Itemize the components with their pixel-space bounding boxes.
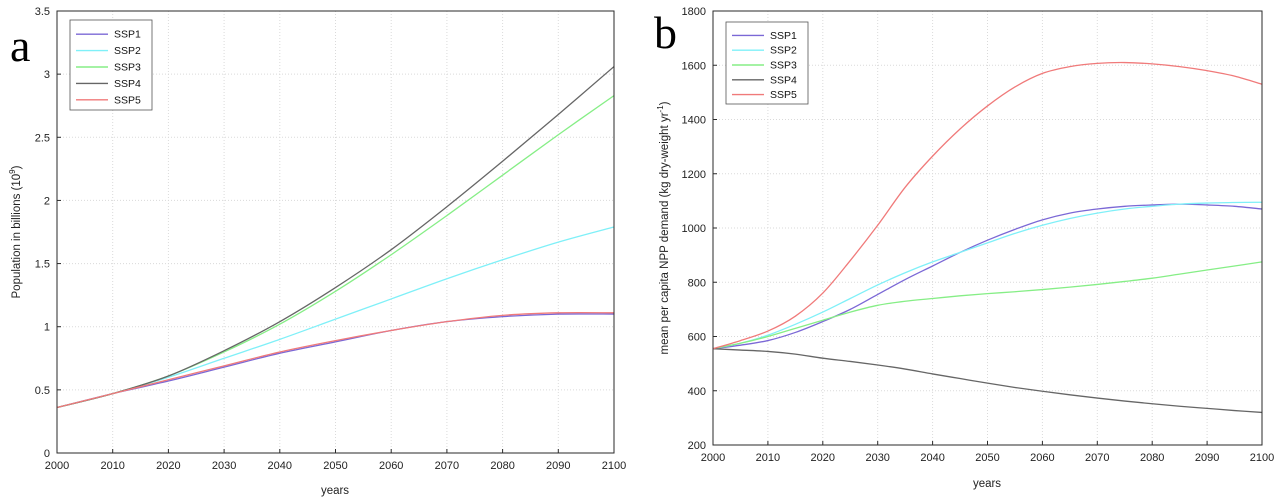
y-axis-label: Population in billions (109)	[8, 165, 23, 298]
y-tick-label: 2	[44, 195, 50, 207]
x-tick-label: 2020	[811, 452, 835, 464]
legend-label-ssp2: SSP2	[114, 45, 141, 57]
y-tick-label: 1.5	[35, 259, 50, 271]
x-tick-label: 2030	[212, 460, 236, 472]
y-tick-label: 1600	[682, 60, 706, 72]
x-tick-label: 2050	[975, 452, 999, 464]
legend-box	[69, 19, 153, 111]
x-axis-label: years	[321, 485, 349, 497]
y-tick-label: 200	[688, 440, 706, 452]
y-tick-labels: 200 400 600 800 1000 1200 1400 1600 1800	[682, 6, 717, 452]
x-tick-label: 2010	[100, 460, 124, 472]
y-tick-label: 600	[688, 332, 706, 344]
x-tick-label: 2030	[865, 452, 889, 464]
panel-letter-a: a	[10, 20, 30, 71]
x-tick-label: 2010	[756, 452, 780, 464]
x-axis-label: years	[973, 478, 1001, 490]
legend-label-ssp4: SSP4	[114, 78, 141, 90]
panel-letter-b: b	[654, 7, 677, 58]
series-line-ssp2	[712, 201, 1263, 350]
panel-a-population-chart: 2000 2010 2020 2030 2040 2050 2060 2070 2080 2090…	[8, 6, 626, 497]
series-lines	[712, 61, 1263, 414]
y-axis-label: mean per capita NPP demand (kg dry-weigh…	[656, 101, 671, 354]
series-line-ssp5	[712, 61, 1263, 350]
x-tick-labels: 2000 2010 2020 2030 2040 2050 2060 2070 2080 2090…	[45, 449, 626, 472]
series-line-ssp4	[56, 66, 615, 409]
panel-b-npp-demand-chart: 2000 2010 2020 2030 2040 2050 2060 2070 2080 2090…	[654, 6, 1274, 490]
x-tick-label: 2090	[1195, 452, 1219, 464]
y-tick-label: 1	[44, 322, 50, 334]
x-tick-label: 2090	[546, 460, 570, 472]
y-tick-label: 0.5	[35, 385, 50, 397]
x-tick-label: 2050	[323, 460, 347, 472]
x-tick-label: 2040	[920, 452, 944, 464]
legend-label-ssp4: SSP4	[770, 74, 797, 86]
y-tick-label: 2.5	[35, 132, 50, 144]
y-tick-label: 3.5	[35, 6, 50, 18]
y-tick-label: 800	[688, 277, 706, 289]
y-tick-label: 1200	[682, 169, 706, 181]
x-tick-label: 2060	[1030, 452, 1054, 464]
x-tick-label: 2060	[379, 460, 403, 472]
legend-label-ssp3: SSP3	[770, 60, 797, 72]
series-line-ssp1	[56, 313, 615, 409]
series-lines	[56, 66, 615, 409]
legend: SSP1 SSP2 SSP3 SSP4 SSP5	[69, 19, 153, 111]
x-tick-label: 2000	[701, 452, 725, 464]
x-tick-label: 2080	[490, 460, 514, 472]
x-tick-label: 2000	[45, 460, 69, 472]
x-tick-label: 2070	[1085, 452, 1109, 464]
x-tick-label: 2020	[156, 460, 180, 472]
series-line-ssp5	[56, 311, 615, 409]
x-tick-label: 2100	[602, 460, 626, 472]
y-tick-label: 1000	[682, 223, 706, 235]
y-tick-labels: 0 0.5 1 1.5 2 2.5 3 3.5	[35, 6, 61, 460]
legend-label-ssp1: SSP1	[114, 29, 141, 41]
series-line-ssp4	[712, 348, 1263, 414]
legend-label-ssp1: SSP1	[770, 30, 797, 42]
x-tick-label: 2080	[1140, 452, 1164, 464]
y-tick-label: 3	[44, 69, 50, 81]
x-tick-labels: 2000 2010 2020 2030 2040 2050 2060 2070 2080 2090…	[701, 441, 1274, 464]
series-line-ssp3	[712, 261, 1263, 350]
legend: SSP1 SSP2 SSP3 SSP4 SSP5	[725, 21, 809, 105]
legend-label-ssp3: SSP3	[114, 62, 141, 74]
legend-label-ssp2: SSP2	[770, 45, 797, 57]
y-tick-label: 0	[44, 448, 50, 460]
y-tick-label: 1400	[682, 115, 706, 127]
x-tick-label: 2070	[435, 460, 459, 472]
x-tick-label: 2040	[268, 460, 292, 472]
legend-label-ssp5: SSP5	[114, 94, 141, 106]
y-tick-label: 1800	[682, 6, 706, 18]
y-tick-label: 400	[688, 386, 706, 398]
x-tick-label: 2100	[1250, 452, 1274, 464]
legend-label-ssp5: SSP5	[770, 89, 797, 101]
